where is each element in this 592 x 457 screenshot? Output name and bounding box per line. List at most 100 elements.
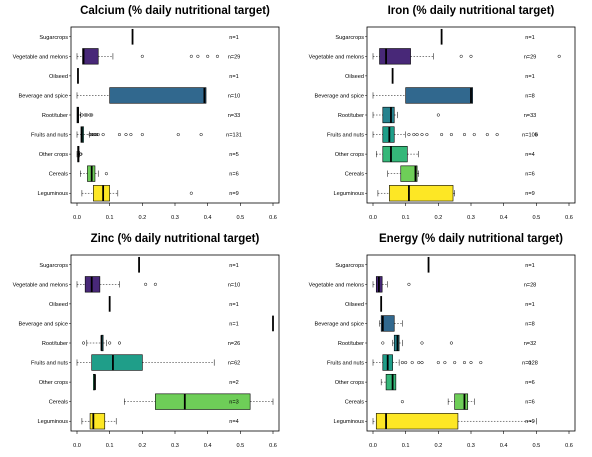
outlier-point xyxy=(463,361,466,364)
outlier-point xyxy=(97,133,100,136)
x-tick-label: 0.4 xyxy=(204,443,212,449)
x-tick-label: 0.1 xyxy=(106,215,114,221)
outlier-point xyxy=(81,114,84,117)
category-label: Root/tuber xyxy=(338,113,364,119)
panel-energy: Energy (% daily nutritional target) 0.0 0… xyxy=(309,233,575,449)
category-label: Leguminous xyxy=(38,191,69,197)
n-label: n=33 xyxy=(524,113,537,119)
n-label: n=8 xyxy=(525,93,535,99)
category-label: Other crops xyxy=(335,152,364,158)
n-label: n=1 xyxy=(229,35,239,41)
category-label: Sugarcrops xyxy=(39,263,68,269)
outlier-point xyxy=(421,361,424,364)
outlier-point xyxy=(401,400,404,403)
n-label: n=8 xyxy=(525,321,535,327)
n-label: n=33 xyxy=(228,113,241,119)
x-tick-label: 0.3 xyxy=(467,443,475,449)
panel-title: Calcium (% daily nutritional target) xyxy=(80,5,270,17)
n-label: n=1 xyxy=(525,74,535,80)
outlier-point xyxy=(105,172,108,175)
n-label: n=4 xyxy=(525,152,535,158)
x-tick-label: 0.0 xyxy=(73,215,81,221)
n-label: n=26 xyxy=(228,341,241,347)
boxplot-zinc: 0.0 0.1 0.2 0.3 0.4 0.5 0.6Sugarcrops n=1Vegeta… xyxy=(13,255,279,449)
outlier-point xyxy=(421,342,424,345)
category-label: Fruits and nuts xyxy=(31,361,68,367)
box xyxy=(455,394,468,410)
outlier-point xyxy=(480,361,483,364)
outlier-point xyxy=(486,133,489,136)
x-tick-label: 0.6 xyxy=(269,443,277,449)
box xyxy=(389,185,453,201)
outlier-point xyxy=(82,342,85,345)
category-label: Leguminous xyxy=(334,191,365,197)
category-label: Oilseed xyxy=(345,74,364,80)
category-label: Beverage and spice xyxy=(315,321,364,327)
category-label: Other crops xyxy=(335,380,364,386)
n-label: n=1 xyxy=(525,263,535,269)
x-tick-label: 0.0 xyxy=(369,215,377,221)
category-label: Vegetable and melons xyxy=(13,282,69,288)
outlier-point xyxy=(558,55,561,58)
category-label: Beverage and spice xyxy=(315,93,364,99)
outlier-point xyxy=(190,192,193,195)
outlier-point xyxy=(144,283,147,286)
x-tick-label: 0.5 xyxy=(532,443,540,449)
box xyxy=(406,88,473,104)
category-label: Sugarcrops xyxy=(335,35,364,41)
outlier-point xyxy=(450,133,453,136)
box xyxy=(383,146,408,162)
outlier-point xyxy=(437,361,440,364)
panel-zinc: Zinc (% daily nutritional target) 0.0 0.1… xyxy=(13,233,279,449)
n-label: n=6 xyxy=(525,380,535,386)
n-label: n=6 xyxy=(229,172,239,178)
box xyxy=(93,185,109,201)
panel-calcium: Calcium (% daily nutritional target) 0.0… xyxy=(13,5,279,221)
x-tick-label: 0.1 xyxy=(106,443,114,449)
category-label: Other crops xyxy=(39,380,68,386)
box xyxy=(380,49,411,65)
x-tick-label: 0.6 xyxy=(565,215,573,221)
n-label: n=29 xyxy=(228,54,241,60)
box xyxy=(90,413,105,429)
panel-title: Zinc (% daily nutritional target) xyxy=(91,233,260,245)
outlier-point xyxy=(102,133,105,136)
outlier-point xyxy=(206,55,209,58)
x-tick-label: 0.6 xyxy=(269,215,277,221)
outlier-point xyxy=(177,133,180,136)
category-label: Root/tuber xyxy=(338,341,364,347)
n-label: n=105 xyxy=(522,133,538,139)
category-label: Root/tuber xyxy=(42,113,68,119)
n-label: n=9 xyxy=(525,419,535,425)
outlier-point xyxy=(404,361,407,364)
n-label: n=4 xyxy=(229,419,239,425)
n-label: n=1 xyxy=(229,263,239,269)
box xyxy=(110,88,206,104)
outlier-point xyxy=(108,342,111,345)
x-tick-label: 0.4 xyxy=(204,215,212,221)
category-label: Oilseed xyxy=(49,74,68,80)
n-label: n=62 xyxy=(228,361,241,367)
n-label: n=1 xyxy=(525,35,535,41)
n-label: n=28 xyxy=(524,282,537,288)
outlier-point xyxy=(473,133,476,136)
category-label: Cereals xyxy=(49,172,68,178)
n-label: n=1 xyxy=(525,302,535,308)
n-label: n=32 xyxy=(524,341,537,347)
outlier-point xyxy=(417,361,420,364)
n-label: n=10 xyxy=(228,93,241,99)
n-label: n=1 xyxy=(229,302,239,308)
outlier-point xyxy=(130,133,133,136)
category-label: Sugarcrops xyxy=(39,35,68,41)
n-label: n=6 xyxy=(525,400,535,406)
x-tick-label: 0.5 xyxy=(236,215,244,221)
outlier-point xyxy=(401,361,404,364)
outlier-point xyxy=(440,133,443,136)
category-label: Cereals xyxy=(345,400,364,406)
x-tick-label: 0.5 xyxy=(236,443,244,449)
box xyxy=(376,413,458,429)
x-tick-label: 0.5 xyxy=(532,215,540,221)
n-label: n=128 xyxy=(522,361,538,367)
boxplot-iron: 0.0 0.1 0.2 0.3 0.4 0.5 0.6 Sugarcrops n=1 Vegeta… xyxy=(309,27,575,221)
outlier-point xyxy=(470,55,473,58)
